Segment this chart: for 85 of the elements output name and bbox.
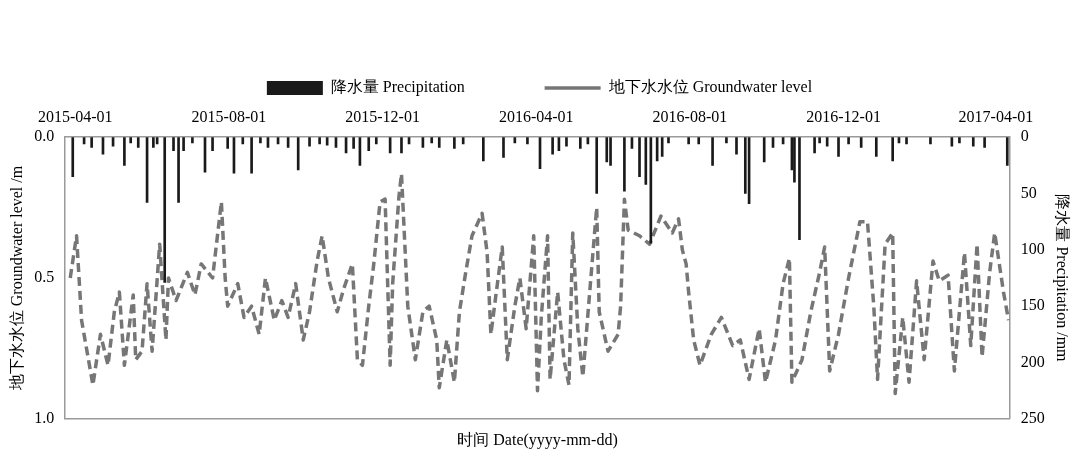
bar [891, 137, 894, 162]
y-tick-label: 0.5 [34, 268, 55, 286]
bar [983, 137, 986, 148]
x-tick-label: 2016-04-01 [498, 107, 574, 125]
y2-tick-label: 200 [1020, 352, 1045, 370]
bar [687, 137, 690, 145]
bar [123, 137, 126, 166]
bar [638, 137, 641, 177]
bar [367, 137, 371, 152]
bar [818, 137, 821, 144]
bar [259, 137, 262, 144]
bar [437, 137, 441, 148]
y2-tick-label: 100 [1020, 240, 1045, 258]
bar [211, 137, 214, 152]
bar [296, 137, 300, 171]
bar [859, 137, 863, 148]
y2-tick-label: 150 [1020, 296, 1045, 314]
bar [644, 137, 648, 185]
bar [90, 137, 93, 148]
bar [136, 137, 140, 148]
bar [482, 137, 485, 162]
bar [526, 137, 529, 145]
x-tick-label: 2016-08-01 [652, 107, 728, 125]
y-tick-label: 1.0 [34, 409, 55, 426]
y-tick-label: 0.0 [34, 127, 55, 145]
bar [71, 137, 75, 177]
x-tick-label: 2015-12-01 [345, 107, 420, 125]
bar [735, 137, 738, 155]
bar [308, 137, 311, 147]
bar [874, 137, 878, 157]
bar [762, 137, 766, 163]
bar [352, 137, 355, 149]
bar [250, 137, 253, 174]
legend-label: 降水量 Precipitation [330, 78, 465, 97]
bar [163, 137, 167, 283]
bar [578, 137, 582, 149]
bar [623, 137, 626, 192]
bar [177, 137, 180, 203]
bar [609, 137, 612, 166]
bar [971, 137, 975, 147]
bar [725, 137, 728, 144]
bar [1005, 137, 1009, 166]
bar [400, 137, 403, 154]
bar [711, 137, 714, 166]
y2-tick-label: 250 [1020, 409, 1045, 426]
y2-tick-label: 50 [1020, 183, 1037, 201]
bar [958, 137, 961, 144]
y2-axis-title: 降水量 Precipitation /mm [1053, 194, 1072, 363]
bar [318, 137, 321, 145]
bar [453, 137, 456, 149]
bar [667, 137, 670, 144]
bar [660, 137, 664, 157]
x-tick-label: 2017-04-01 [958, 107, 1034, 125]
bar [152, 137, 155, 148]
x-tick-label: 2015-08-01 [191, 107, 267, 125]
bar [374, 137, 378, 145]
bar [502, 137, 505, 158]
bar [565, 137, 568, 147]
bar [226, 137, 229, 149]
legend-label: 地下水水位 Groundwater level [607, 78, 813, 96]
x-tick-label: 2016-12-01 [806, 107, 881, 125]
bar [182, 137, 185, 152]
y2-tick-label: 0 [1020, 127, 1029, 145]
bar [191, 137, 194, 144]
bar [551, 137, 554, 155]
bar [697, 137, 701, 145]
bar [595, 137, 599, 194]
bar [793, 137, 796, 183]
x-tick-label: 2015-04-01 [37, 107, 113, 125]
bar [837, 137, 840, 157]
bar [129, 137, 133, 144]
bar [241, 137, 245, 145]
x-axis-title: 时间 Date(yyyy-mm-dd) [457, 430, 618, 449]
line-series [68, 172, 1010, 396]
bar [813, 137, 816, 154]
bar [847, 137, 850, 145]
y-axis-title: 地下水水位 Groundwater level /m [7, 165, 25, 392]
bar [929, 137, 932, 145]
bar [798, 137, 801, 241]
bar [172, 137, 175, 152]
bar [905, 137, 908, 145]
bar [825, 137, 829, 147]
bar [605, 137, 609, 163]
bar [430, 137, 434, 144]
bar [461, 137, 465, 145]
